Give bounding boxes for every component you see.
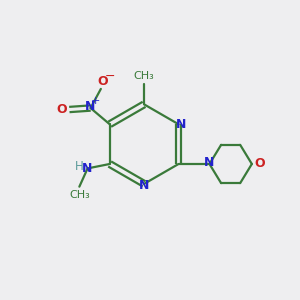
Text: N: N	[203, 156, 214, 169]
Text: N: N	[139, 179, 149, 192]
Text: O: O	[97, 75, 108, 88]
Text: O: O	[254, 158, 265, 170]
Text: N: N	[82, 162, 92, 175]
Text: +: +	[91, 96, 101, 106]
Text: CH₃: CH₃	[134, 70, 154, 80]
Text: CH₃: CH₃	[69, 190, 90, 200]
Text: N: N	[176, 118, 186, 131]
Text: O: O	[57, 103, 67, 116]
Text: H: H	[75, 160, 84, 173]
Text: N: N	[85, 100, 96, 113]
Text: −: −	[105, 70, 116, 83]
